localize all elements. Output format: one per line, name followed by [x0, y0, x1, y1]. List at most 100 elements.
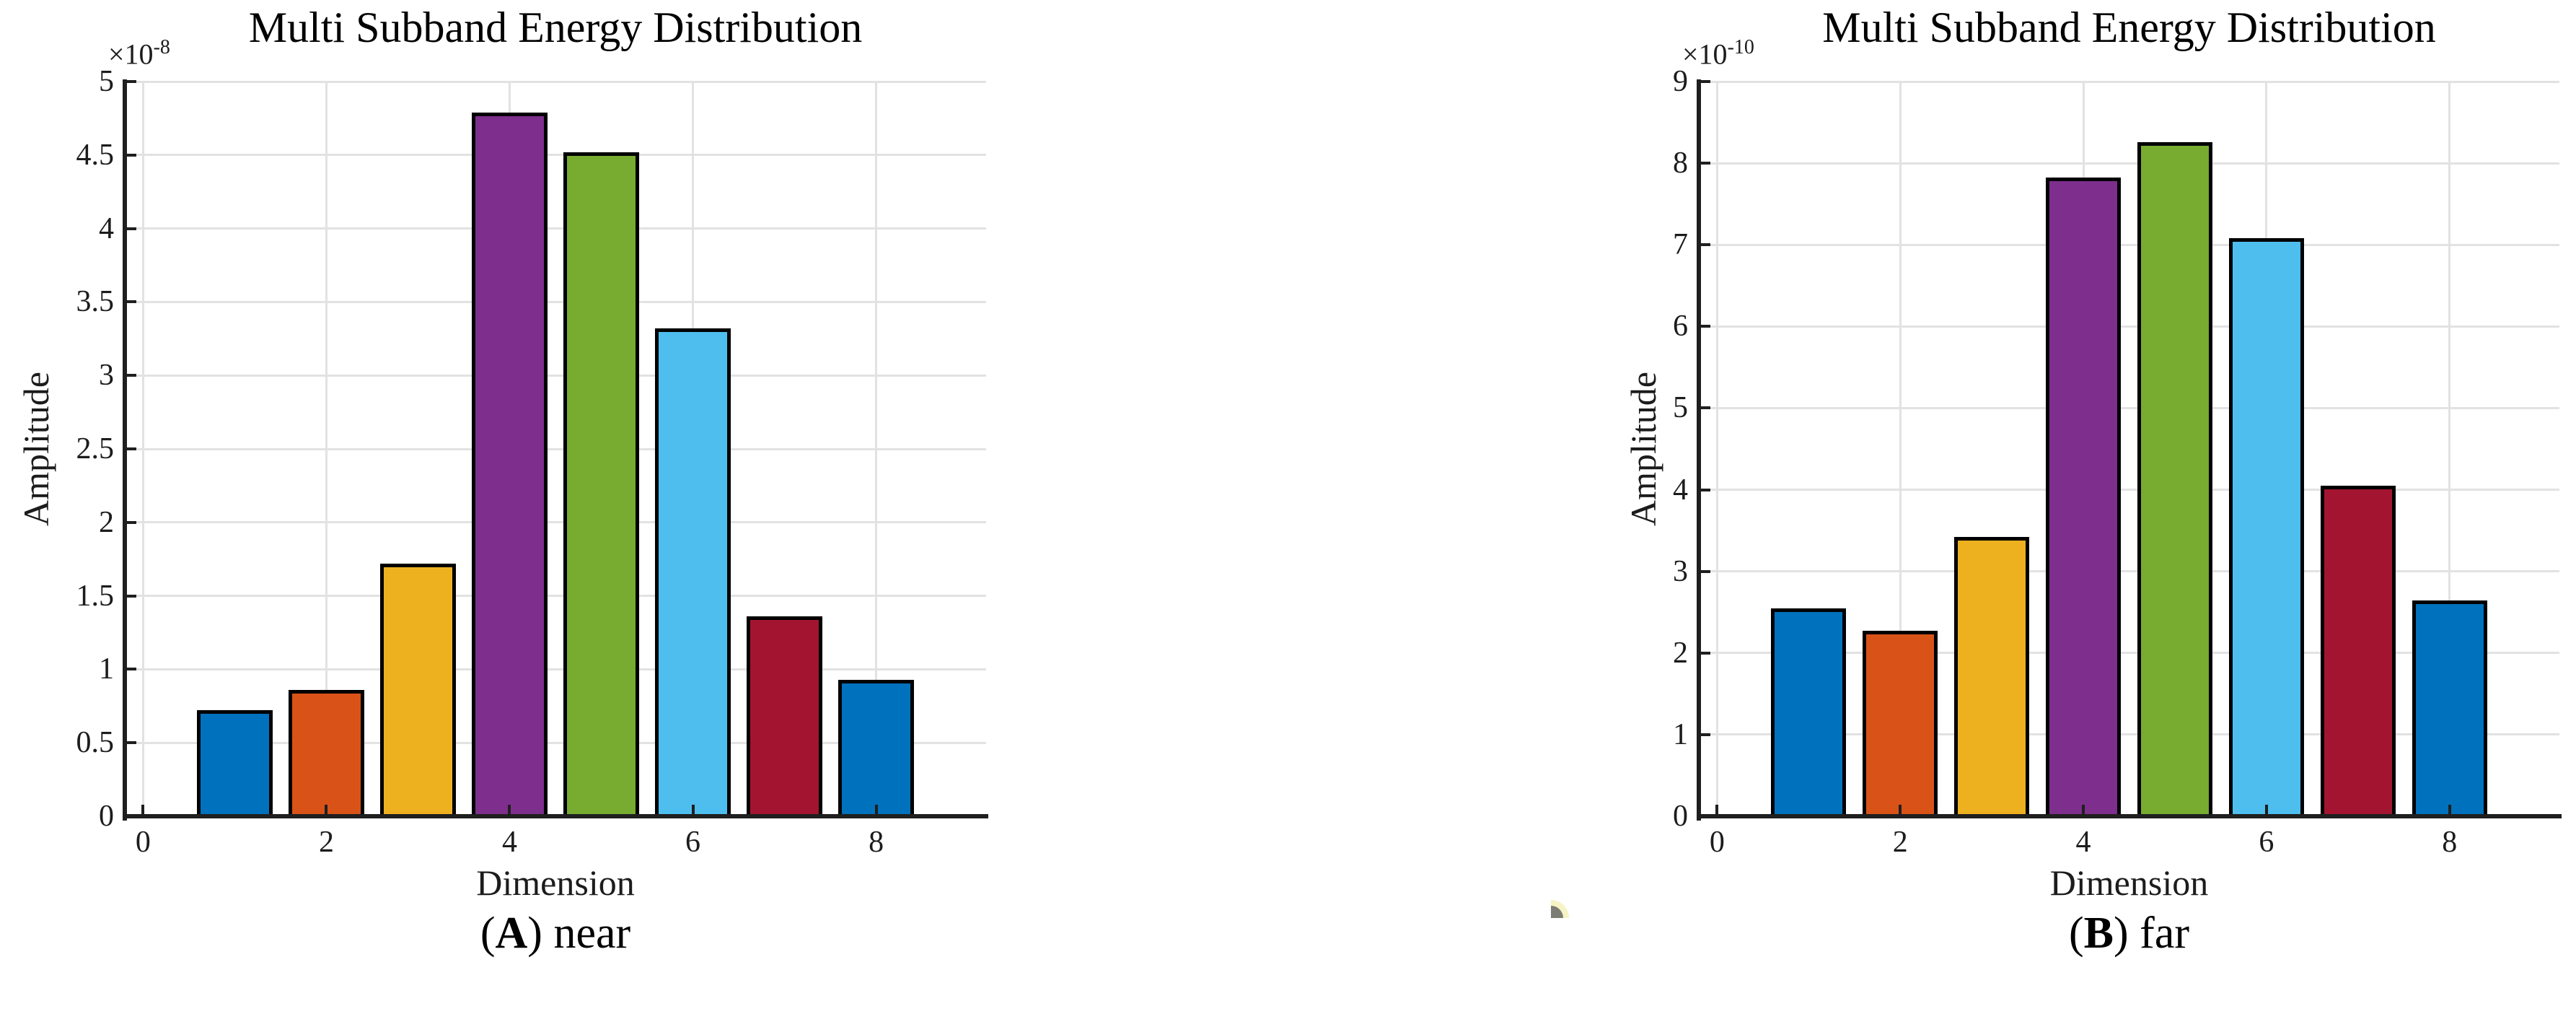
bar-dimension-2 [1863, 631, 1938, 818]
y-tick [1699, 569, 1710, 573]
y-tick [1699, 651, 1710, 655]
y-tick-label: 2 [1673, 636, 1688, 670]
y-tick-label: 2 [99, 505, 114, 539]
y-tick-label: 0.5 [76, 726, 115, 760]
cursor-artifact [1551, 900, 1569, 918]
bar-dimension-2 [289, 689, 364, 818]
y-tick [1699, 162, 1710, 165]
caption-b-paren-open: ( [2069, 909, 2084, 958]
x-tick [1899, 805, 1902, 816]
y-tick [125, 374, 136, 377]
y-gridline [125, 668, 986, 670]
y-gridline [1699, 325, 2559, 328]
y-gridline [125, 227, 986, 230]
bar-dimension-6 [655, 328, 731, 818]
x-tick-label: 6 [685, 826, 701, 859]
bar-dimension-3 [1954, 537, 2030, 818]
y-tick-label: 3.5 [76, 285, 115, 319]
y-tick [125, 300, 136, 304]
y-gridline [1699, 162, 2559, 165]
cursor-artifact-fill [1551, 906, 1563, 918]
bar-dimension-3 [380, 563, 456, 818]
x-tick-label: 8 [869, 826, 884, 859]
bar-dimension-5 [2137, 141, 2212, 818]
chart-b-xlabel: Dimension [2049, 862, 2209, 903]
y-tick [1699, 488, 1710, 491]
x-tick-label: 2 [318, 826, 334, 859]
y-tick-label: 1 [99, 652, 114, 686]
y-gridline [1699, 652, 2559, 655]
chart-b-exponent-base: ×10 [1682, 38, 1728, 71]
y-tick-label: 4 [99, 211, 114, 245]
x-tick [691, 805, 695, 816]
chart-b-exponent-power: -10 [1727, 36, 1754, 58]
y-tick-label: 4 [1673, 473, 1688, 507]
y-tick [125, 594, 136, 598]
y-gridline [125, 595, 986, 598]
y-tick-label: 5 [1673, 391, 1688, 425]
x-gridline [2448, 82, 2451, 816]
bar-dimension-7 [2320, 485, 2396, 818]
caption-b-letter: B [2083, 909, 2114, 958]
x-axis-line [123, 814, 988, 818]
caption-a-letter: A [495, 909, 528, 958]
caption-b-paren-close: ) [2114, 909, 2129, 958]
bar-dimension-1 [197, 710, 273, 818]
x-tick-label: 0 [135, 826, 151, 859]
chart-a-exponent-base: ×10 [108, 38, 154, 71]
bar-dimension-4 [472, 112, 548, 818]
y-tick-label: 3 [1673, 554, 1688, 588]
x-gridline [1899, 82, 1902, 816]
x-tick [325, 805, 328, 816]
y-gridline [1699, 243, 2559, 246]
chart-a-exponent-power: -8 [153, 36, 170, 58]
x-tick-label: 0 [1709, 826, 1725, 859]
x-tick-label: 4 [501, 826, 517, 859]
bar-dimension-6 [2228, 238, 2304, 818]
x-tick-label: 4 [2075, 826, 2091, 859]
y-gridline [125, 374, 986, 377]
y-tick [125, 153, 136, 157]
caption-a-text: near [553, 909, 631, 958]
chart-a-xlabel: Dimension [476, 862, 635, 903]
x-tick [2448, 805, 2451, 816]
caption-a-paren-close: ) [527, 909, 542, 958]
x-tick-label: 6 [2259, 826, 2274, 859]
x-tick-label: 8 [2442, 826, 2458, 859]
y-gridline [1699, 80, 2559, 83]
y-tick-label: 0 [99, 800, 114, 833]
bar-dimension-8 [2412, 600, 2487, 818]
x-tick [2264, 805, 2268, 816]
bar-dimension-7 [747, 616, 822, 818]
y-tick [1699, 243, 1710, 247]
y-gridline [125, 154, 986, 157]
caption-a-paren-open: ( [480, 909, 496, 958]
y-tick-label: 3 [99, 359, 114, 393]
bar-dimension-1 [1771, 608, 1847, 818]
y-tick [125, 520, 136, 524]
y-tick-label: 4.5 [76, 138, 115, 172]
y-tick [125, 227, 136, 230]
chart-a-title: Multi Subband Energy Distribution [248, 4, 863, 51]
y-tick [125, 668, 136, 671]
chart-a-ylabel: Amplitude [16, 372, 56, 526]
bar-dimension-4 [2046, 178, 2122, 818]
y-tick-label: 5 [99, 65, 114, 98]
y-gridline [1699, 406, 2559, 409]
chart-b-plot-area: 0 2 4 6 8 0 1 2 3 4 5 6 7 8 9 [1673, 65, 2562, 859]
y-tick [125, 447, 136, 450]
chart-b-title: Multi Subband Energy Distribution [1822, 4, 2436, 51]
y-gridline [125, 80, 986, 83]
y-gridline [1699, 733, 2559, 736]
chart-b-ylabel: Amplitude [1623, 372, 1663, 526]
y-gridline [125, 521, 986, 524]
x-gridline [1715, 82, 1718, 816]
y-gridline [1699, 489, 2559, 491]
y-tick-label: 9 [1673, 65, 1688, 98]
chart-a-plot-area: 0 2 4 6 8 0 0.5 1 1.5 2 2.5 3 3.5 4 4.5 5 [76, 65, 988, 859]
y-gridline [125, 447, 986, 450]
y-tick-label: 8 [1673, 147, 1688, 180]
y-tick [1699, 80, 1710, 83]
x-tick [874, 805, 878, 816]
